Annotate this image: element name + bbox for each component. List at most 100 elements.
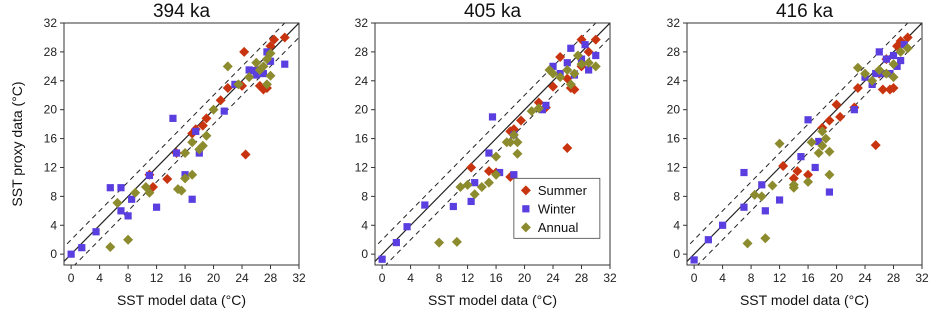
annual-point [756, 191, 767, 202]
y-tick-label: 28 [44, 45, 58, 59]
annual-point [576, 59, 587, 70]
x-tick-label: 12 [150, 271, 164, 285]
winter-point [740, 168, 748, 177]
x-tick-label: 4 [407, 271, 414, 285]
y-tick-label: 12 [44, 160, 58, 174]
y-tick-label: 32 [355, 16, 369, 30]
winter-point [488, 113, 497, 121]
summer-point [279, 32, 290, 43]
summer-point [533, 97, 544, 108]
y-tick-label: 12 [667, 160, 681, 174]
annual-point [105, 241, 116, 252]
annual-point [261, 79, 272, 90]
annual-point [201, 130, 212, 141]
summer-point [803, 169, 814, 180]
annual-point [505, 137, 516, 148]
x-tick-label: 20 [207, 271, 221, 285]
winter-point [585, 66, 593, 74]
x-tick-label: 0 [691, 271, 698, 285]
x-tick-label: 28 [264, 271, 278, 285]
y-tick-label: 24 [667, 74, 681, 88]
winter-point [192, 127, 200, 135]
winter-point [496, 168, 504, 177]
x-tick-label: 28 [887, 271, 901, 285]
annual-point [572, 50, 583, 61]
winter-point [510, 171, 518, 179]
annual-point [526, 106, 537, 117]
y-tick-label: 8 [673, 189, 680, 203]
winter-point [893, 62, 901, 70]
winter-point [449, 202, 457, 211]
summer-point [222, 83, 233, 94]
summer-point [852, 83, 863, 94]
winter-point [169, 114, 177, 122]
annual-point [817, 126, 828, 137]
winter-point [900, 41, 908, 49]
annual-point [491, 169, 502, 180]
annual-point [806, 137, 817, 148]
plot-frame [374, 22, 611, 266]
y-tick-label: 12 [355, 160, 369, 174]
winter-point [704, 236, 712, 244]
annual-point [187, 169, 198, 180]
winter-point [581, 41, 589, 49]
one-to-one-line [375, 23, 610, 263]
annual-point [180, 148, 191, 159]
summer-point [590, 34, 601, 45]
winter-point [719, 221, 727, 229]
plot-frame [686, 22, 923, 266]
winter-point [577, 55, 586, 63]
annual-point [265, 48, 276, 59]
winter-point [172, 149, 181, 157]
winter-point [542, 101, 550, 109]
annual-point [130, 187, 141, 198]
y-tick-label: 4 [673, 218, 680, 232]
summer-point [870, 140, 881, 151]
winter-point [775, 196, 784, 204]
winter-point [106, 184, 114, 192]
summer-point [548, 81, 559, 92]
annual-point [244, 72, 255, 83]
annual-point [813, 148, 824, 159]
summer-point [778, 161, 789, 172]
plot-frame [63, 22, 300, 266]
winter-point [124, 212, 132, 220]
x-tick-label: 4 [719, 271, 726, 285]
winter-point [252, 71, 260, 79]
winter-point [690, 256, 698, 264]
winter-point [145, 171, 154, 180]
y-axis-label: SST proxy data (°C) [9, 81, 25, 206]
winter-point [117, 184, 125, 192]
x-tick-label: 32 [915, 271, 929, 285]
summer-point [466, 162, 477, 173]
series-winter [690, 41, 908, 264]
annual-point [434, 237, 445, 248]
winter-point [797, 153, 805, 161]
legend-summer-label: Summer [538, 183, 588, 198]
winter-point [67, 250, 75, 258]
x-tick-label: 8 [436, 271, 443, 285]
y-tick-label: 32 [667, 16, 681, 30]
annual-point [895, 46, 906, 57]
annual-point [476, 181, 487, 192]
annual-point [852, 62, 863, 73]
summer-point [562, 142, 573, 153]
summer-point [483, 166, 494, 177]
annual-point [760, 233, 771, 244]
y-tick-label: 24 [355, 74, 369, 88]
y-tick-label: 32 [44, 16, 58, 30]
annual-point [258, 61, 269, 72]
annual-point [123, 234, 134, 245]
winter-point [392, 239, 400, 247]
annual-point [512, 137, 523, 148]
summer-point [902, 32, 913, 43]
winter-point [249, 67, 257, 75]
annual-point [774, 138, 785, 149]
y-tick-label: 8 [361, 189, 368, 203]
summer-point [197, 120, 208, 131]
winter-point [403, 223, 411, 231]
annual-point [208, 104, 219, 115]
y-tick-label: 20 [667, 103, 681, 117]
winter-point [266, 57, 275, 65]
winter-point [592, 51, 600, 60]
